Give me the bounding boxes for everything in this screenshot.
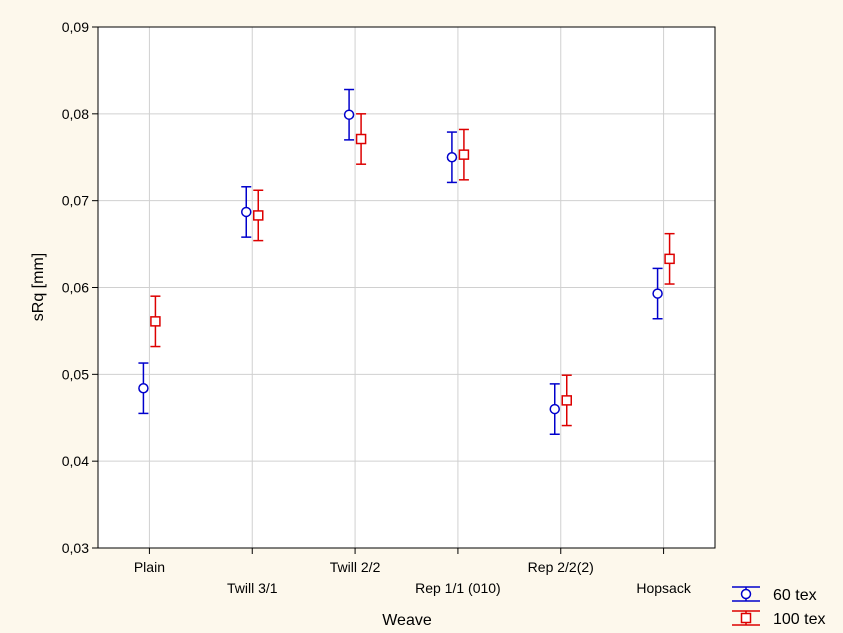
- data-point: [241, 206, 252, 218]
- y-tick-label: 0,03: [62, 540, 89, 556]
- x-tick-label: Plain: [134, 559, 165, 575]
- data-point: [652, 288, 663, 299]
- legend-marker: [740, 588, 752, 600]
- x-tick-label: Twill 2/2: [330, 559, 381, 575]
- data-point: [561, 395, 572, 406]
- legend: 60 tex 100 tex: [732, 586, 825, 628]
- data-point: [138, 382, 149, 394]
- legend-label: 100 tex: [773, 611, 825, 628]
- y-tick-label: 0,07: [62, 193, 89, 209]
- data-point: [549, 403, 560, 415]
- data-point: [458, 149, 470, 160]
- legend-label: 60 tex: [773, 587, 817, 604]
- x-axis-title: Weave: [382, 612, 432, 629]
- data-point: [446, 152, 458, 163]
- y-tick-label: 0,04: [62, 453, 89, 469]
- y-tick-label: 0,05: [62, 366, 89, 382]
- x-tick-label: Hopsack: [636, 580, 691, 596]
- data-point: [253, 210, 264, 221]
- legend-item: 100 tex: [732, 610, 825, 628]
- series-layer: [138, 88, 675, 435]
- x-tick-label: Twill 3/1: [227, 580, 278, 596]
- data-point: [664, 253, 675, 265]
- data-point: [343, 109, 355, 120]
- y-axis: 0,03 0,04 0,05 0,06 0,07 0,08 0,09: [62, 19, 98, 556]
- x-axis: Plain Twill 3/1 Twill 2/2 Rep 1/1 (010) Rep …: [134, 548, 692, 596]
- grid: [98, 27, 715, 548]
- legend-item: 60 tex: [732, 586, 817, 604]
- legend-marker: [740, 612, 752, 624]
- x-tick-label: Rep 2/2(2): [528, 559, 594, 575]
- y-axis-title: sRq [mm]: [30, 253, 47, 321]
- x-tick-label: Rep 1/1 (010): [415, 580, 501, 596]
- y-tick-label: 0,09: [62, 19, 89, 35]
- data-point: [150, 316, 161, 327]
- y-tick-label: 0,06: [62, 280, 89, 296]
- data-point: [355, 133, 367, 145]
- y-tick-label: 0,08: [62, 106, 89, 122]
